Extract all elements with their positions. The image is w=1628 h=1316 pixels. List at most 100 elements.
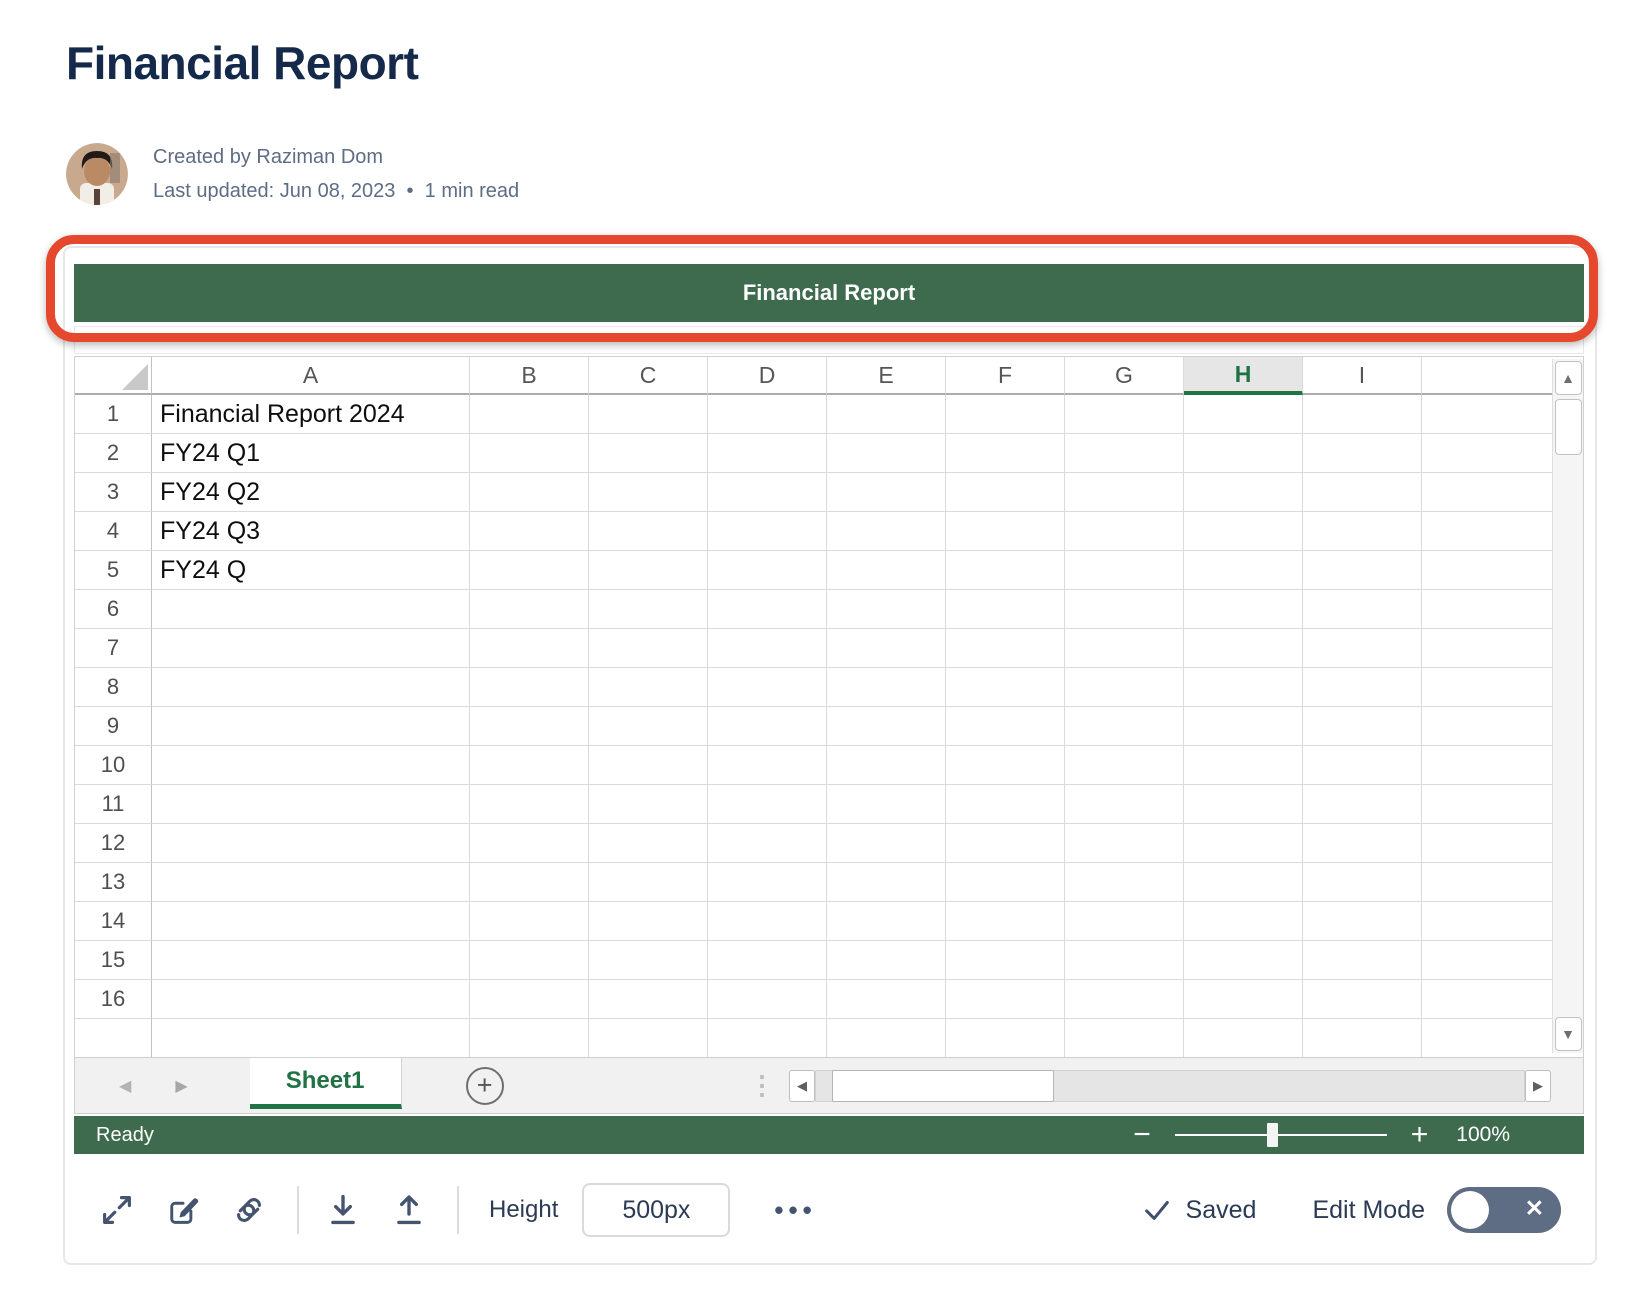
cell-E3[interactable] [827,473,946,512]
row-header-4[interactable]: 4 [75,512,152,551]
cell-H10[interactable] [1184,746,1303,785]
sheet-tab-sheet1[interactable]: Sheet1 [249,1058,402,1109]
cell-A5[interactable]: FY24 Q [152,551,470,590]
tabbar-drag-handle-icon[interactable]: ⋮ [749,1070,775,1100]
cell-partial-11[interactable] [1422,785,1553,824]
cell-B13[interactable] [470,863,589,902]
cell-A14[interactable] [152,902,470,941]
toggle-knob[interactable] [1451,1191,1489,1229]
cell-D15[interactable] [708,941,827,980]
cell-partial[interactable] [589,1019,708,1063]
cell-E2[interactable] [827,434,946,473]
cell-A1[interactable]: Financial Report 2024 [152,395,470,434]
cell-H6[interactable] [1184,590,1303,629]
cell-G11[interactable] [1065,785,1184,824]
horizontal-scrollbar-track[interactable] [815,1069,1525,1102]
cell-D8[interactable] [708,668,827,707]
row-header-9[interactable]: 9 [75,707,152,746]
cell-I8[interactable] [1303,668,1422,707]
cell-I3[interactable] [1303,473,1422,512]
cell-C15[interactable] [589,941,708,980]
cell-A6[interactable] [152,590,470,629]
cell-H14[interactable] [1184,902,1303,941]
cell-H7[interactable] [1184,629,1303,668]
cell-partial-1[interactable] [1422,395,1553,434]
scroll-left-button[interactable]: ◀ [789,1069,815,1102]
cell-I13[interactable] [1303,863,1422,902]
cell-B1[interactable] [470,395,589,434]
cell-E7[interactable] [827,629,946,668]
row-header-3[interactable]: 3 [75,473,152,512]
cell-partial-14[interactable] [1422,902,1553,941]
cell-D9[interactable] [708,707,827,746]
cell-partial[interactable] [1065,1019,1184,1063]
cell-G10[interactable] [1065,746,1184,785]
cell-F5[interactable] [946,551,1065,590]
cell-B16[interactable] [470,980,589,1019]
cell-F7[interactable] [946,629,1065,668]
cell-B5[interactable] [470,551,589,590]
cell-E8[interactable] [827,668,946,707]
cell-G2[interactable] [1065,434,1184,473]
cell-H16[interactable] [1184,980,1303,1019]
upload-button[interactable] [391,1192,427,1228]
cell-A2[interactable]: FY24 Q1 [152,434,470,473]
column-header-H[interactable]: H [1184,357,1303,395]
cell-B6[interactable] [470,590,589,629]
cell-D6[interactable] [708,590,827,629]
cell-B7[interactable] [470,629,589,668]
cell-partial[interactable] [827,1019,946,1063]
cell-D14[interactable] [708,902,827,941]
row-header-8[interactable]: 8 [75,668,152,707]
cell-G4[interactable] [1065,512,1184,551]
column-header-B[interactable]: B [470,357,589,395]
cell-B4[interactable] [470,512,589,551]
cell-F10[interactable] [946,746,1065,785]
cell-D10[interactable] [708,746,827,785]
cell-partial-12[interactable] [1422,824,1553,863]
cell-E11[interactable] [827,785,946,824]
cell-G12[interactable] [1065,824,1184,863]
add-sheet-button[interactable]: + [465,1066,504,1105]
cell-H3[interactable] [1184,473,1303,512]
cell-G15[interactable] [1065,941,1184,980]
cell-partial-7[interactable] [1422,629,1553,668]
cell-C4[interactable] [589,512,708,551]
row-header-partial[interactable] [75,1019,152,1063]
scroll-up-button[interactable]: ▲ [1554,361,1582,395]
byline-created[interactable]: Created by Raziman Dom [153,146,384,168]
cell-B8[interactable] [470,668,589,707]
cell-E6[interactable] [827,590,946,629]
zoom-out-button[interactable]: − [1133,1118,1151,1151]
cell-C12[interactable] [589,824,708,863]
cell-E14[interactable] [827,902,946,941]
edit-mode-toggle[interactable]: ✕ [1447,1187,1561,1233]
cell-I15[interactable] [1303,941,1422,980]
cell-G5[interactable] [1065,551,1184,590]
cell-H12[interactable] [1184,824,1303,863]
cell-H5[interactable] [1184,551,1303,590]
cell-F9[interactable] [946,707,1065,746]
cell-G1[interactable] [1065,395,1184,434]
link-button[interactable] [231,1192,267,1228]
cell-I11[interactable] [1303,785,1422,824]
cell-B9[interactable] [470,707,589,746]
cell-H8[interactable] [1184,668,1303,707]
cell-A3[interactable]: FY24 Q2 [152,473,470,512]
row-header-15[interactable]: 15 [75,941,152,980]
column-header-A[interactable]: A [152,357,470,395]
cell-H13[interactable] [1184,863,1303,902]
height-input[interactable] [582,1183,731,1237]
cell-C9[interactable] [589,707,708,746]
cell-I5[interactable] [1303,551,1422,590]
cell-E1[interactable] [827,395,946,434]
cell-F2[interactable] [946,434,1065,473]
cell-F1[interactable] [946,395,1065,434]
cell-A16[interactable] [152,980,470,1019]
cell-I12[interactable] [1303,824,1422,863]
row-header-1[interactable]: 1 [75,395,152,434]
cell-F6[interactable] [946,590,1065,629]
cell-B3[interactable] [470,473,589,512]
cell-I9[interactable] [1303,707,1422,746]
column-header-I[interactable]: I [1303,357,1422,395]
